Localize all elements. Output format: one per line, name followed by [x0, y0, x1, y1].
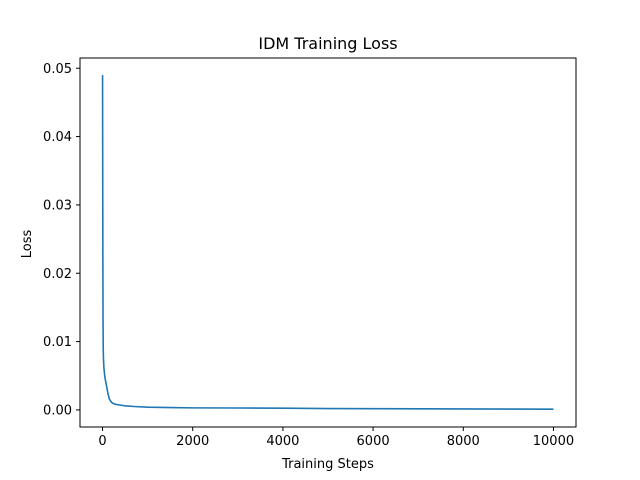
axes-frame — [79, 57, 577, 428]
axes: 0 2000 4000 6000 8000 10000 0.00 0.01 0.02 0.03 0.… — [43, 57, 577, 449]
y-tick-label: 0.02 — [43, 267, 72, 282]
y-tick-label: 0.01 — [43, 335, 72, 350]
y-axis-label: Loss — [20, 230, 35, 259]
x-axis-label: Training Steps — [281, 457, 374, 472]
y-tick-label: 0.04 — [43, 130, 72, 145]
x-tick-label: 6000 — [357, 434, 390, 449]
x-tick-label: 8000 — [447, 434, 480, 449]
x-tick-label: 10000 — [533, 434, 574, 449]
y-tick-label: 0.03 — [43, 198, 72, 213]
y-tick-label: 0.05 — [43, 62, 72, 77]
x-tick-label: 0 — [98, 434, 106, 449]
x-tick-label: 4000 — [266, 434, 299, 449]
x-tick-label: 2000 — [176, 434, 209, 449]
y-tick-label: 0.00 — [43, 403, 72, 418]
chart-title: IDM Training Loss — [258, 34, 397, 53]
series-line-0 — [101, 75, 554, 411]
plot-area — [101, 75, 554, 411]
